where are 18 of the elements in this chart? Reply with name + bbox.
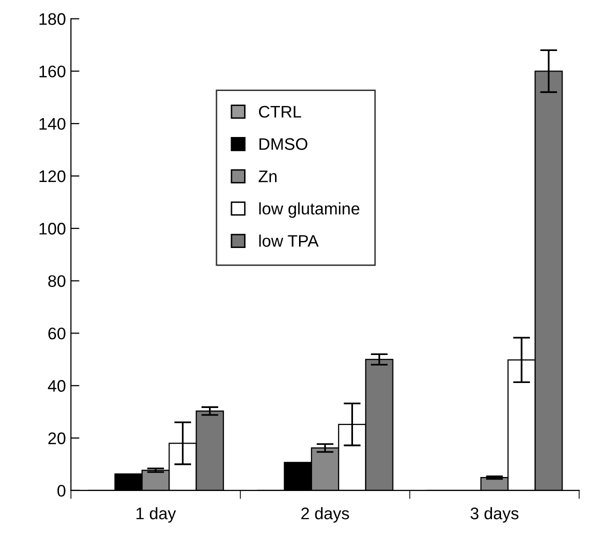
legend-label: low TPA bbox=[259, 234, 319, 247]
y-tick-label: 140 bbox=[40, 118, 66, 130]
y-tick-label: 180 bbox=[40, 13, 66, 25]
y-tick-label: 20 bbox=[48, 432, 66, 444]
y-tick-label: 0 bbox=[57, 484, 66, 497]
y-tick-label: 80 bbox=[48, 275, 66, 288]
legend-label: Zn bbox=[258, 170, 277, 182]
y-tick-label: 60 bbox=[48, 328, 66, 340]
x-tick-label: 2 days bbox=[301, 507, 349, 523]
x-tick-label: 1 day bbox=[136, 507, 176, 523]
y-tick-label: 160 bbox=[40, 66, 66, 78]
y-tick-label: 120 bbox=[40, 170, 66, 182]
y-tick-label: 40 bbox=[48, 380, 66, 392]
legend-label: low glutamine bbox=[259, 202, 360, 218]
legend-label: CTRL bbox=[258, 106, 302, 118]
x-tick-label: 3 days bbox=[470, 507, 518, 523]
y-tick-label: 100 bbox=[40, 222, 66, 235]
legend-label: DMSO bbox=[260, 138, 308, 150]
